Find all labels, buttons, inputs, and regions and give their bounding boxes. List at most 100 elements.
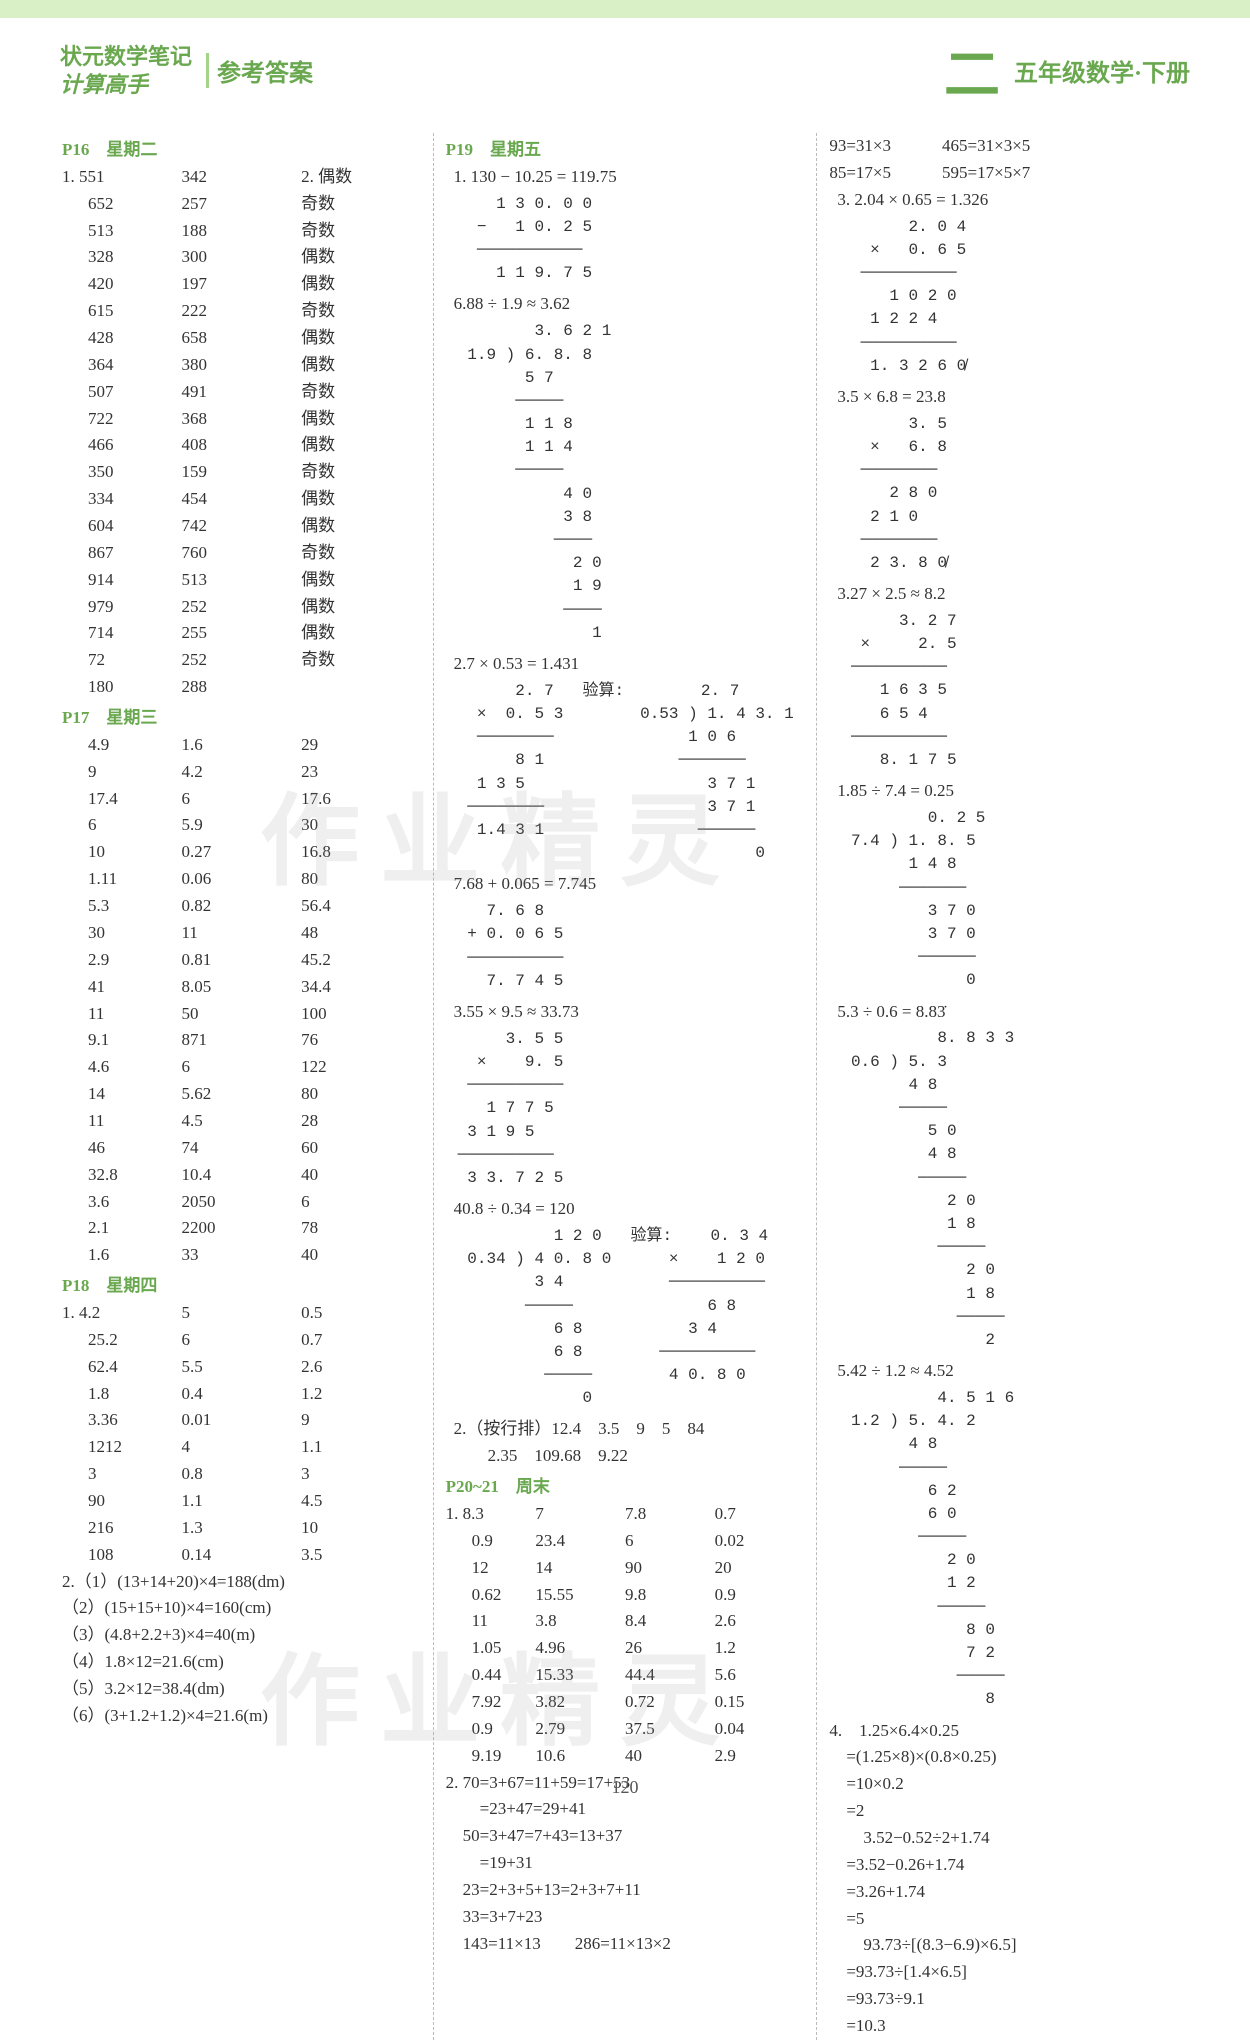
table-row: 2.1220078 [62,1215,421,1242]
table-cell: 奇数 [301,540,421,567]
table-cell: 3 [301,1461,421,1488]
table-cell: 408 [182,432,302,459]
table-cell: 6 [62,812,182,839]
table-cell: 8.05 [182,974,302,1001]
p19-work3: 2. 7 验算: 2. 7 × 0. 5 3 0.53 ) 1. 4 3. 1 … [458,680,805,866]
table-cell: 9 [62,759,182,786]
table-cell: 0.27 [182,839,302,866]
table-cell: 17.4 [62,786,182,813]
table-cell: 17.6 [301,786,421,813]
text-line: （4）1.8×12=21.6(cm) [62,1649,421,1676]
table-cell: 255 [182,620,302,647]
table-cell: 56.4 [301,893,421,920]
table-cell: 4.9 [62,732,182,759]
text-line: 50=3+47=7+43=13+37 [446,1823,805,1850]
top-stripe [0,0,1250,18]
table-cell: 1212 [62,1434,182,1461]
table-cell: 4.2 [182,759,302,786]
table-cell: 9.19 [446,1743,536,1770]
table-row: 615222奇数 [62,298,421,325]
table-cell: 257 [182,191,302,218]
table-row: 1080.143.5 [62,1542,421,1569]
table-cell: 3 [62,1461,182,1488]
p18-q2: 2.（1）(13+14+20)×4=188(dm)（2）(15+15+10)×4… [62,1569,421,1730]
table-cell: 2.6 [301,1354,421,1381]
table-row: 5.30.8256.4 [62,893,421,920]
table-row: 507491奇数 [62,379,421,406]
table-cell: 2. 偶数 [301,164,421,191]
text-line: （6）(3+1.2+1.2)×4=21.6(m) [62,1703,421,1730]
table-cell: 0.5 [301,1300,421,1327]
table-cell: 3.36 [62,1407,182,1434]
p18-head: P18 星期四 [62,1273,421,1300]
p19-q2b: 2.35 109.68 9.22 [454,1443,805,1470]
table-cell: 2050 [182,1189,302,1216]
table-cell: 2200 [182,1215,302,1242]
table-cell: 37.5 [625,1716,715,1743]
table-row: 0.4415.3344.45.6 [446,1662,805,1689]
table-cell: 40 [625,1743,715,1770]
table-cell: 41 [62,974,182,1001]
table-cell: 2.9 [715,1743,805,1770]
table-cell: 29 [301,732,421,759]
p19-eq5: 3.55 × 9.5 ≈ 33.73 [454,999,805,1026]
table-row: 467460 [62,1135,421,1162]
table-cell: 1. 551 [62,164,182,191]
table-cell: 奇数 [301,191,421,218]
col3-topfacts: 93=31×3 465=31×3×585=17×5 595=17×5×7 [829,133,1188,187]
table-row: 722368偶数 [62,406,421,433]
table-row: 2.90.8145.2 [62,947,421,974]
table-row: 513188奇数 [62,218,421,245]
p20-head: P20~21 周末 [446,1474,805,1501]
table-row: 121241.1 [62,1434,421,1461]
text-line: 33=3+7+23 [446,1904,805,1931]
table-cell: 0.4 [182,1381,302,1408]
table-row: 867760奇数 [62,540,421,567]
text-line: （5）3.2×12=38.4(dm) [62,1676,421,1703]
text-line: =93.73÷[1.4×6.5] [829,1959,1188,1986]
table-row: 7.923.820.720.15 [446,1689,805,1716]
table-row: 420197偶数 [62,271,421,298]
answer-label: 参考答案 [206,53,313,88]
text-line: 143=11×13 286=11×13×2 [446,1931,805,1958]
table-row: 364380偶数 [62,352,421,379]
text-line: 3.52−0.52÷2+1.74 [829,1825,1188,1852]
table-cell: 偶数 [301,620,421,647]
table-row: 180288 [62,674,421,701]
table-row: 301148 [62,920,421,947]
table-cell: 偶数 [301,432,421,459]
table-cell: 4.6 [62,1054,182,1081]
table-cell: 0.06 [182,866,302,893]
table-cell: 180 [62,674,182,701]
table-cell: 4.5 [182,1108,302,1135]
table-cell: 0.02 [715,1528,805,1555]
table-cell: 652 [62,191,182,218]
table-cell: 328 [62,244,182,271]
table-cell: 偶数 [301,567,421,594]
col3-q4: 4. 1.25×6.4×0.25 =(1.25×8)×(0.8×0.25) =1… [829,1718,1188,2040]
table-cell: 615 [62,298,182,325]
table-cell: 3.6 [62,1189,182,1216]
table-cell: 742 [182,513,302,540]
table-cell: 108 [62,1542,182,1569]
table-cell: 2.6 [715,1608,805,1635]
table-cell: 30 [301,812,421,839]
table-row: 0.92.7937.50.04 [446,1716,805,1743]
table-cell: 1.05 [446,1635,536,1662]
table-cell: 6 [182,1054,302,1081]
page-header: 状元数学笔记 计算高手 参考答案 二 五年级数学·下册 [0,0,1250,133]
table-row: 350159奇数 [62,459,421,486]
c3-work3: 3. 2 7 × 2. 5 ────────── 1 6 3 5 6 5 4 ─… [841,610,1188,772]
table-cell: 50 [182,1001,302,1028]
table-cell: 偶数 [301,271,421,298]
table-row: 114.528 [62,1108,421,1135]
table-row: 100.2716.8 [62,839,421,866]
table-cell: 8.4 [625,1608,715,1635]
table-cell: 368 [182,406,302,433]
table-cell: 78 [301,1215,421,1242]
table-cell: 0.04 [715,1716,805,1743]
table-row: 4.66122 [62,1054,421,1081]
text-line: =19+31 [446,1850,805,1877]
c3-eq1: 3. 2.04 × 0.65 = 1.326 [837,187,1188,214]
text-line: 23=2+3+5+13=2+3+7+11 [446,1877,805,1904]
